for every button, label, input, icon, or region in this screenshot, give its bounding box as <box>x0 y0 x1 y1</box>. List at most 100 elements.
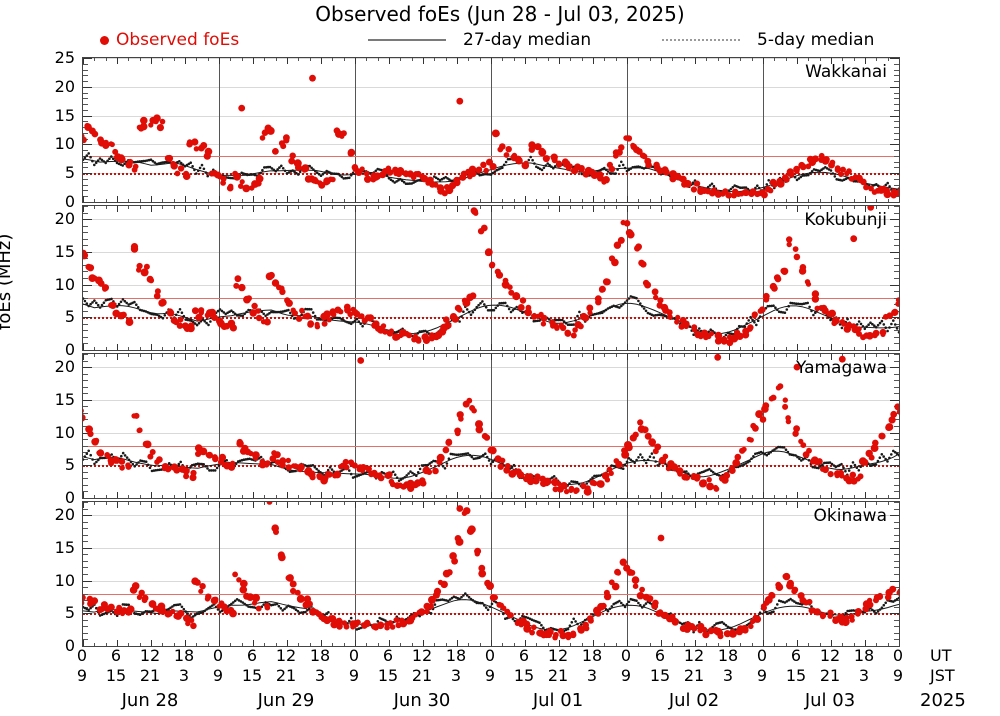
observed-point <box>867 598 872 603</box>
observed-dot-icon <box>100 36 109 45</box>
median-5day-dot <box>533 162 536 165</box>
observed-point <box>596 171 604 179</box>
median-5day-dot <box>552 167 555 170</box>
x-tick-label-jst: 15 <box>237 666 267 685</box>
median-5day-dot <box>430 612 433 615</box>
x-tick-label-ut: 6 <box>101 646 131 665</box>
median-5day-dot <box>885 184 888 187</box>
y-tick-label: 10 <box>35 275 75 294</box>
observed-point <box>252 600 257 605</box>
observed-point <box>699 480 707 488</box>
observed-point <box>734 330 740 336</box>
observed-point <box>621 220 626 225</box>
x-tick-label-jst: 3 <box>305 666 335 685</box>
observed-point <box>604 279 611 286</box>
observed-point <box>820 467 825 472</box>
observed-point <box>560 482 567 489</box>
median-5day-dot <box>280 607 283 610</box>
median-5day-dot <box>493 309 496 312</box>
observed-point <box>897 590 900 596</box>
observed-point-outlier <box>309 75 316 82</box>
median-5day-dot <box>883 604 886 607</box>
median-5day-dot <box>856 466 859 469</box>
median-5day-dot <box>622 164 625 167</box>
median-5day-dot <box>135 463 138 466</box>
median-5day-dot <box>586 482 589 485</box>
observed-point <box>212 454 218 460</box>
median-5day-dot <box>84 156 87 159</box>
plot-area: Okinawa <box>83 502 899 646</box>
x-tick-label-ut: 6 <box>509 646 539 665</box>
median-5day-dot <box>859 466 862 469</box>
median-5day-dot <box>183 315 186 318</box>
observed-point <box>747 437 752 442</box>
median-5day-dot <box>485 306 488 309</box>
median-5day-dot <box>875 612 878 615</box>
median-5day-dot <box>350 473 353 476</box>
median-5day-dot <box>394 473 397 476</box>
observed-point <box>541 632 547 638</box>
observed-point <box>127 605 135 613</box>
x-tick-label-ut: 12 <box>543 646 573 665</box>
observed-point <box>141 268 149 276</box>
observed-point <box>134 413 140 419</box>
observed-point <box>267 502 273 505</box>
median-5day-dot <box>614 172 617 175</box>
observed-point <box>131 243 138 250</box>
observed-point <box>458 416 464 422</box>
observed-point <box>221 323 228 330</box>
observed-point <box>683 324 689 330</box>
observed-point <box>623 135 629 141</box>
median-5day-dot <box>126 456 129 459</box>
observed-point <box>170 161 176 167</box>
observed-point <box>97 449 104 456</box>
observed-point <box>367 314 374 321</box>
median-5day-dot <box>145 460 148 463</box>
median-5day-dot <box>505 161 508 164</box>
median-5day-dot <box>110 453 113 456</box>
x-axis-day-label: Jul 02 <box>634 690 754 711</box>
observed-point <box>645 162 652 169</box>
median-5day-dot <box>466 594 469 597</box>
observed-point <box>666 309 672 315</box>
median-5day-dot <box>110 298 113 301</box>
observed-point <box>894 403 899 410</box>
observed-point <box>855 608 862 615</box>
observed-point <box>264 319 271 326</box>
median-5day-dot <box>567 628 570 631</box>
median-5day-dot <box>181 606 184 609</box>
observed-point <box>857 326 862 331</box>
observed-point <box>604 593 611 600</box>
observed-point <box>743 189 750 196</box>
data-series <box>83 354 899 498</box>
observed-point <box>497 147 503 153</box>
median-5day-dot <box>528 159 531 162</box>
observed-point <box>272 148 279 155</box>
x-axis-day-label: Jul 01 <box>498 690 618 711</box>
observed-point <box>113 456 119 462</box>
observed-point <box>603 176 610 183</box>
median-5day-dot <box>178 463 181 466</box>
observed-point <box>292 310 298 316</box>
observed-point <box>348 151 354 157</box>
median-5day-dot <box>578 483 581 486</box>
observed-point <box>192 307 199 314</box>
median-5day-dot <box>243 313 246 316</box>
median-5day-dot <box>879 322 882 325</box>
observed-point <box>579 165 585 171</box>
median-5day-dot <box>193 169 196 172</box>
observed-point <box>306 601 313 608</box>
observed-point <box>519 622 524 627</box>
median-5day-dot <box>786 308 789 311</box>
observed-point <box>355 168 363 176</box>
observed-point <box>706 483 714 491</box>
median-5day-dot <box>205 171 208 174</box>
median-5day-dot <box>487 609 490 612</box>
median-5day-dot <box>858 320 861 323</box>
x-axis-day-label: Jun 29 <box>226 690 346 711</box>
median-5day-dot <box>543 167 546 170</box>
median-5day-dot <box>128 459 131 462</box>
observed-point <box>377 622 385 630</box>
observed-point <box>297 595 305 603</box>
observed-point <box>518 304 525 311</box>
